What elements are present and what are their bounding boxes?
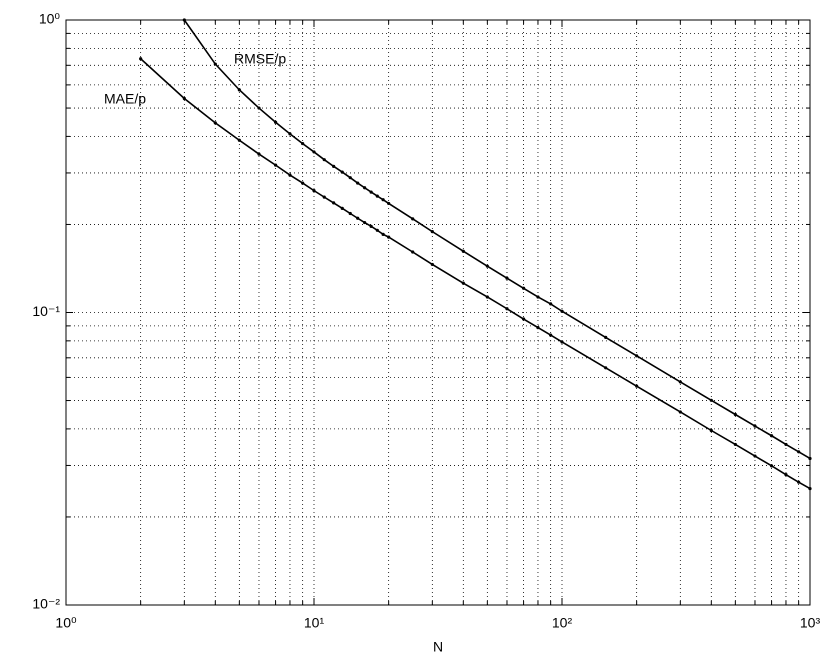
point xyxy=(604,335,608,339)
point xyxy=(182,96,186,101)
x-tick-label: 10¹ xyxy=(304,615,325,631)
point xyxy=(769,464,774,468)
point xyxy=(560,309,564,313)
point xyxy=(348,211,352,216)
point xyxy=(332,164,336,168)
point xyxy=(709,428,713,433)
point xyxy=(411,217,415,221)
point xyxy=(604,366,608,370)
x-tick-label: 10² xyxy=(552,615,573,631)
series-label: RMSE/p xyxy=(234,51,286,67)
point xyxy=(348,176,352,180)
x-axis-label: N xyxy=(433,639,443,655)
point xyxy=(808,487,812,491)
series-label: MAE/p xyxy=(104,91,146,107)
point xyxy=(797,480,801,484)
point xyxy=(381,198,385,202)
point xyxy=(375,194,379,198)
point xyxy=(387,235,391,239)
point xyxy=(312,189,316,193)
point xyxy=(430,230,434,234)
point xyxy=(430,262,434,267)
point xyxy=(505,307,509,311)
point xyxy=(678,380,682,384)
point xyxy=(301,181,305,185)
point xyxy=(213,62,217,66)
point xyxy=(288,132,292,136)
point xyxy=(784,442,788,447)
point xyxy=(485,295,489,299)
point xyxy=(536,295,540,299)
point xyxy=(381,232,385,236)
point xyxy=(635,384,639,388)
point xyxy=(733,442,737,447)
point xyxy=(312,150,316,154)
point xyxy=(363,186,367,190)
x-tick-label: 10⁰ xyxy=(55,615,77,631)
point xyxy=(301,141,305,146)
point xyxy=(237,138,241,142)
point xyxy=(387,201,391,206)
point xyxy=(753,454,757,458)
point xyxy=(369,190,373,194)
point xyxy=(340,206,344,210)
x-tick-label: 10³ xyxy=(800,615,821,631)
point xyxy=(549,302,553,306)
point xyxy=(182,18,186,22)
y-tick-label: 10⁰ xyxy=(39,11,61,27)
point xyxy=(797,450,801,454)
point xyxy=(411,250,415,254)
point xyxy=(784,473,788,477)
point xyxy=(257,106,261,110)
point xyxy=(237,88,241,92)
point xyxy=(549,333,553,337)
point xyxy=(340,170,344,174)
point xyxy=(375,228,379,232)
point xyxy=(332,201,336,205)
point xyxy=(322,195,326,199)
point xyxy=(356,181,360,185)
point xyxy=(363,220,367,225)
point xyxy=(322,158,326,162)
point xyxy=(461,281,465,285)
point xyxy=(560,340,564,344)
point xyxy=(273,120,278,124)
point xyxy=(257,152,261,156)
series-line xyxy=(183,19,811,460)
point xyxy=(485,264,489,268)
point xyxy=(521,317,526,321)
point xyxy=(505,276,509,280)
point xyxy=(808,456,812,461)
plot-frame xyxy=(65,19,811,606)
point xyxy=(213,121,217,125)
point xyxy=(139,57,143,61)
y-tick-label: 10⁻² xyxy=(32,596,60,612)
point xyxy=(753,424,757,428)
y-tick-label: 10⁻¹ xyxy=(32,303,60,319)
series-line xyxy=(140,58,811,490)
point xyxy=(288,173,292,177)
point xyxy=(461,249,465,253)
point xyxy=(733,412,737,417)
point xyxy=(678,410,682,414)
point xyxy=(369,224,373,228)
point xyxy=(536,325,540,330)
point xyxy=(356,216,360,220)
point xyxy=(635,354,639,358)
point xyxy=(273,163,278,167)
point xyxy=(769,434,774,438)
point xyxy=(521,286,526,290)
point xyxy=(709,398,713,402)
